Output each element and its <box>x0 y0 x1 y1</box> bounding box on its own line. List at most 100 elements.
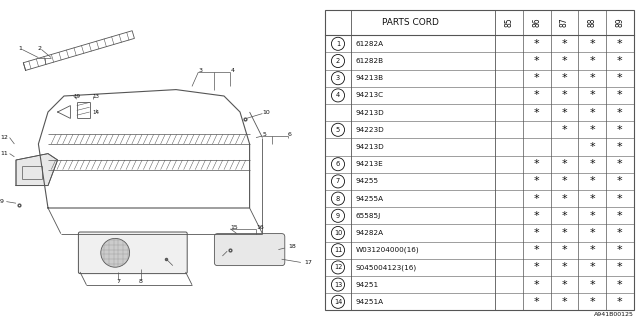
Text: *: * <box>617 245 623 255</box>
Text: *: * <box>534 262 540 272</box>
Text: 5: 5 <box>262 132 266 137</box>
Text: 89: 89 <box>615 18 624 27</box>
Text: 12: 12 <box>0 135 8 140</box>
Text: *: * <box>617 125 623 135</box>
Text: 4: 4 <box>230 68 234 73</box>
Text: *: * <box>534 159 540 169</box>
Text: *: * <box>534 297 540 307</box>
Text: 3: 3 <box>198 68 202 73</box>
Text: *: * <box>589 176 595 186</box>
Text: *: * <box>562 176 567 186</box>
Text: *: * <box>589 56 595 66</box>
Text: 3: 3 <box>336 75 340 81</box>
Text: *: * <box>617 159 623 169</box>
Text: *: * <box>617 211 623 221</box>
Text: 87: 87 <box>560 18 569 27</box>
Text: 2: 2 <box>38 45 42 51</box>
Text: *: * <box>534 39 540 49</box>
Text: 11: 11 <box>0 151 8 156</box>
Text: 9: 9 <box>336 213 340 219</box>
Text: 9: 9 <box>0 199 4 204</box>
Text: 8: 8 <box>139 279 143 284</box>
Text: *: * <box>534 73 540 83</box>
Text: *: * <box>589 142 595 152</box>
Text: 15: 15 <box>230 225 238 230</box>
Text: *: * <box>562 194 567 204</box>
Text: *: * <box>589 39 595 49</box>
Text: 7: 7 <box>336 179 340 184</box>
Text: *: * <box>562 262 567 272</box>
Text: 6: 6 <box>288 132 292 137</box>
Text: *: * <box>562 211 567 221</box>
Text: *: * <box>589 211 595 221</box>
Text: *: * <box>617 280 623 290</box>
Text: *: * <box>589 280 595 290</box>
Text: 18: 18 <box>288 244 296 249</box>
Text: 94282A: 94282A <box>356 230 384 236</box>
Text: *: * <box>534 90 540 100</box>
Circle shape <box>101 238 129 267</box>
Text: 94251A: 94251A <box>356 299 384 305</box>
Text: 6: 6 <box>336 161 340 167</box>
Text: *: * <box>589 245 595 255</box>
Text: *: * <box>562 280 567 290</box>
Text: *: * <box>562 39 567 49</box>
Text: *: * <box>617 142 623 152</box>
Text: 12: 12 <box>334 264 342 270</box>
Text: 88: 88 <box>588 18 596 27</box>
Text: 94255A: 94255A <box>356 196 384 202</box>
Text: 10: 10 <box>262 109 270 115</box>
Text: 1: 1 <box>336 41 340 47</box>
Text: *: * <box>589 108 595 117</box>
Text: 94223D: 94223D <box>356 127 385 133</box>
Text: *: * <box>562 125 567 135</box>
FancyBboxPatch shape <box>79 232 188 274</box>
Polygon shape <box>16 154 58 186</box>
Text: *: * <box>562 159 567 169</box>
Text: 94213E: 94213E <box>356 161 383 167</box>
Text: *: * <box>562 228 567 238</box>
Text: 94213D: 94213D <box>356 144 385 150</box>
Text: 61282A: 61282A <box>356 41 384 47</box>
Text: *: * <box>534 194 540 204</box>
Text: *: * <box>534 108 540 117</box>
Text: 19: 19 <box>74 93 81 99</box>
Text: *: * <box>589 228 595 238</box>
Text: 10: 10 <box>334 230 342 236</box>
Text: 13: 13 <box>93 93 100 99</box>
Text: *: * <box>562 90 567 100</box>
Text: 14: 14 <box>93 109 100 115</box>
Text: *: * <box>589 297 595 307</box>
Text: *: * <box>562 73 567 83</box>
Text: *: * <box>534 211 540 221</box>
Text: *: * <box>534 228 540 238</box>
Text: 94255: 94255 <box>356 179 379 184</box>
Text: *: * <box>617 56 623 66</box>
Text: 2: 2 <box>336 58 340 64</box>
Text: 1: 1 <box>19 45 22 51</box>
Text: *: * <box>589 194 595 204</box>
Text: 61282B: 61282B <box>356 58 384 64</box>
Text: *: * <box>562 297 567 307</box>
Text: *: * <box>617 73 623 83</box>
Text: 65585J: 65585J <box>356 213 381 219</box>
Text: *: * <box>562 56 567 66</box>
Text: *: * <box>534 245 540 255</box>
Text: *: * <box>589 262 595 272</box>
Text: 7: 7 <box>116 279 120 284</box>
Text: 16: 16 <box>256 225 264 230</box>
Text: 5: 5 <box>336 127 340 133</box>
Text: *: * <box>589 159 595 169</box>
Text: 11: 11 <box>334 247 342 253</box>
Text: 17: 17 <box>304 260 312 265</box>
Text: A941B00125: A941B00125 <box>594 312 634 317</box>
Text: *: * <box>617 297 623 307</box>
Text: 14: 14 <box>334 299 342 305</box>
Text: 4: 4 <box>336 92 340 98</box>
Text: *: * <box>617 176 623 186</box>
Text: W031204000(16): W031204000(16) <box>356 247 419 253</box>
Text: *: * <box>589 90 595 100</box>
Text: *: * <box>589 125 595 135</box>
Text: *: * <box>617 39 623 49</box>
Text: PARTS CORD: PARTS CORD <box>382 18 439 27</box>
